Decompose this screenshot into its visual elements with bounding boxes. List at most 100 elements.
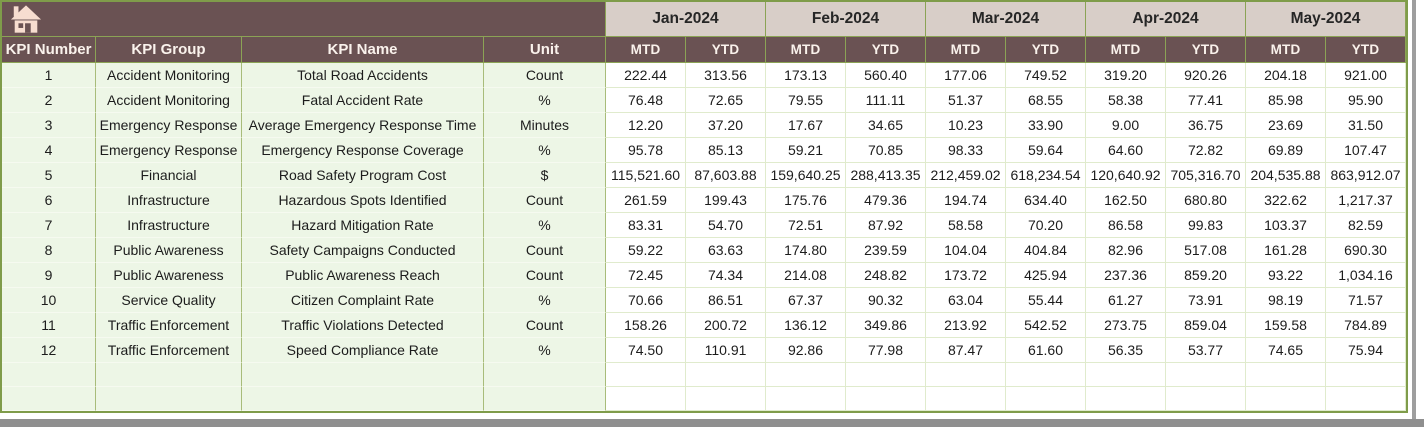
- cell-jan-2024-ytd[interactable]: 313.56: [686, 63, 766, 88]
- cell-jan-2024-ytd[interactable]: 72.65: [686, 88, 766, 113]
- cell-mar-2024-mtd[interactable]: 212,459.02: [926, 163, 1006, 188]
- empty-cell[interactable]: [1086, 387, 1166, 411]
- cell-feb-2024-ytd[interactable]: 239.59: [846, 238, 926, 263]
- cell-kpi-name[interactable]: Average Emergency Response Time: [242, 113, 484, 138]
- empty-cell[interactable]: [242, 363, 484, 387]
- cell-mar-2024-mtd[interactable]: 213.92: [926, 313, 1006, 338]
- cell-kpi-number[interactable]: 10: [2, 288, 96, 313]
- empty-cell[interactable]: [686, 387, 766, 411]
- cell-jan-2024-mtd[interactable]: 59.22: [606, 238, 686, 263]
- empty-cell[interactable]: [846, 387, 926, 411]
- cell-apr-2024-mtd[interactable]: 237.36: [1086, 263, 1166, 288]
- cell-kpi-number[interactable]: 2: [2, 88, 96, 113]
- cell-unit[interactable]: Count: [484, 263, 606, 288]
- empty-cell[interactable]: [484, 387, 606, 411]
- cell-mar-2024-mtd[interactable]: 104.04: [926, 238, 1006, 263]
- cell-unit[interactable]: $: [484, 163, 606, 188]
- cell-may-2024-ytd[interactable]: 863,912.07: [1326, 163, 1406, 188]
- cell-jan-2024-ytd[interactable]: 199.43: [686, 188, 766, 213]
- cell-feb-2024-mtd[interactable]: 175.76: [766, 188, 846, 213]
- cell-kpi-group[interactable]: Accident Monitoring: [96, 88, 242, 113]
- cell-may-2024-mtd[interactable]: 322.62: [1246, 188, 1326, 213]
- cell-jan-2024-mtd[interactable]: 76.48: [606, 88, 686, 113]
- cell-kpi-name[interactable]: Road Safety Program Cost: [242, 163, 484, 188]
- cell-may-2024-ytd[interactable]: 1,034.16: [1326, 263, 1406, 288]
- col-header-jan-2024-ytd[interactable]: YTD: [686, 37, 766, 62]
- cell-feb-2024-ytd[interactable]: 479.36: [846, 188, 926, 213]
- cell-kpi-name[interactable]: Speed Compliance Rate: [242, 338, 484, 363]
- cell-jan-2024-mtd[interactable]: 70.66: [606, 288, 686, 313]
- cell-apr-2024-mtd[interactable]: 64.60: [1086, 138, 1166, 163]
- empty-cell[interactable]: [242, 387, 484, 411]
- col-header-kpi-group[interactable]: KPI Group: [96, 37, 242, 62]
- month-header-apr-2024[interactable]: Apr-2024: [1086, 2, 1246, 36]
- cell-jan-2024-ytd[interactable]: 85.13: [686, 138, 766, 163]
- cell-apr-2024-mtd[interactable]: 86.58: [1086, 213, 1166, 238]
- cell-apr-2024-mtd[interactable]: 162.50: [1086, 188, 1166, 213]
- empty-cell[interactable]: [606, 387, 686, 411]
- cell-feb-2024-mtd[interactable]: 17.67: [766, 113, 846, 138]
- cell-kpi-name[interactable]: Safety Campaigns Conducted: [242, 238, 484, 263]
- cell-apr-2024-ytd[interactable]: 73.91: [1166, 288, 1246, 313]
- empty-cell[interactable]: [1326, 363, 1406, 387]
- cell-kpi-group[interactable]: Financial: [96, 163, 242, 188]
- cell-may-2024-mtd[interactable]: 98.19: [1246, 288, 1326, 313]
- cell-apr-2024-ytd[interactable]: 99.83: [1166, 213, 1246, 238]
- cell-may-2024-mtd[interactable]: 103.37: [1246, 213, 1326, 238]
- cell-feb-2024-mtd[interactable]: 174.80: [766, 238, 846, 263]
- cell-feb-2024-mtd[interactable]: 67.37: [766, 288, 846, 313]
- cell-feb-2024-mtd[interactable]: 92.86: [766, 338, 846, 363]
- cell-feb-2024-mtd[interactable]: 214.08: [766, 263, 846, 288]
- cell-mar-2024-mtd[interactable]: 63.04: [926, 288, 1006, 313]
- cell-may-2024-ytd[interactable]: 71.57: [1326, 288, 1406, 313]
- cell-mar-2024-ytd[interactable]: 55.44: [1006, 288, 1086, 313]
- cell-feb-2024-ytd[interactable]: 87.92: [846, 213, 926, 238]
- empty-cell[interactable]: [606, 363, 686, 387]
- empty-cell[interactable]: [1246, 363, 1326, 387]
- cell-jan-2024-mtd[interactable]: 95.78: [606, 138, 686, 163]
- cell-may-2024-ytd[interactable]: 690.30: [1326, 238, 1406, 263]
- empty-cell[interactable]: [926, 363, 1006, 387]
- cell-kpi-group[interactable]: Service Quality: [96, 288, 242, 313]
- empty-cell[interactable]: [96, 363, 242, 387]
- cell-may-2024-mtd[interactable]: 85.98: [1246, 88, 1326, 113]
- empty-cell[interactable]: [1166, 363, 1246, 387]
- cell-may-2024-mtd[interactable]: 93.22: [1246, 263, 1326, 288]
- cell-jan-2024-ytd[interactable]: 63.63: [686, 238, 766, 263]
- cell-mar-2024-ytd[interactable]: 749.52: [1006, 63, 1086, 88]
- cell-mar-2024-ytd[interactable]: 542.52: [1006, 313, 1086, 338]
- cell-apr-2024-mtd[interactable]: 120,640.92: [1086, 163, 1166, 188]
- col-header-apr-2024-ytd[interactable]: YTD: [1166, 37, 1246, 62]
- cell-unit[interactable]: %: [484, 338, 606, 363]
- cell-feb-2024-mtd[interactable]: 72.51: [766, 213, 846, 238]
- cell-jan-2024-mtd[interactable]: 72.45: [606, 263, 686, 288]
- cell-apr-2024-ytd[interactable]: 72.82: [1166, 138, 1246, 163]
- col-header-kpi-number[interactable]: KPI Number: [2, 37, 96, 62]
- cell-may-2024-ytd[interactable]: 107.47: [1326, 138, 1406, 163]
- col-header-kpi-name[interactable]: KPI Name: [242, 37, 484, 62]
- cell-kpi-name[interactable]: Total Road Accidents: [242, 63, 484, 88]
- col-header-apr-2024-mtd[interactable]: MTD: [1086, 37, 1166, 62]
- col-header-mar-2024-mtd[interactable]: MTD: [926, 37, 1006, 62]
- cell-kpi-name[interactable]: Hazardous Spots Identified: [242, 188, 484, 213]
- cell-feb-2024-mtd[interactable]: 136.12: [766, 313, 846, 338]
- empty-cell[interactable]: [686, 363, 766, 387]
- cell-kpi-number[interactable]: 8: [2, 238, 96, 263]
- cell-may-2024-mtd[interactable]: 23.69: [1246, 113, 1326, 138]
- cell-mar-2024-ytd[interactable]: 404.84: [1006, 238, 1086, 263]
- cell-unit[interactable]: Count: [484, 63, 606, 88]
- empty-cell[interactable]: [2, 387, 96, 411]
- cell-may-2024-ytd[interactable]: 95.90: [1326, 88, 1406, 113]
- empty-cell[interactable]: [1166, 387, 1246, 411]
- cell-may-2024-mtd[interactable]: 204.18: [1246, 63, 1326, 88]
- cell-mar-2024-mtd[interactable]: 98.33: [926, 138, 1006, 163]
- cell-feb-2024-mtd[interactable]: 79.55: [766, 88, 846, 113]
- cell-jan-2024-mtd[interactable]: 74.50: [606, 338, 686, 363]
- cell-kpi-number[interactable]: 3: [2, 113, 96, 138]
- col-header-feb-2024-mtd[interactable]: MTD: [766, 37, 846, 62]
- cell-mar-2024-mtd[interactable]: 87.47: [926, 338, 1006, 363]
- cell-unit[interactable]: Count: [484, 188, 606, 213]
- empty-cell[interactable]: [96, 387, 242, 411]
- cell-feb-2024-ytd[interactable]: 288,413.35: [846, 163, 926, 188]
- cell-mar-2024-ytd[interactable]: 634.40: [1006, 188, 1086, 213]
